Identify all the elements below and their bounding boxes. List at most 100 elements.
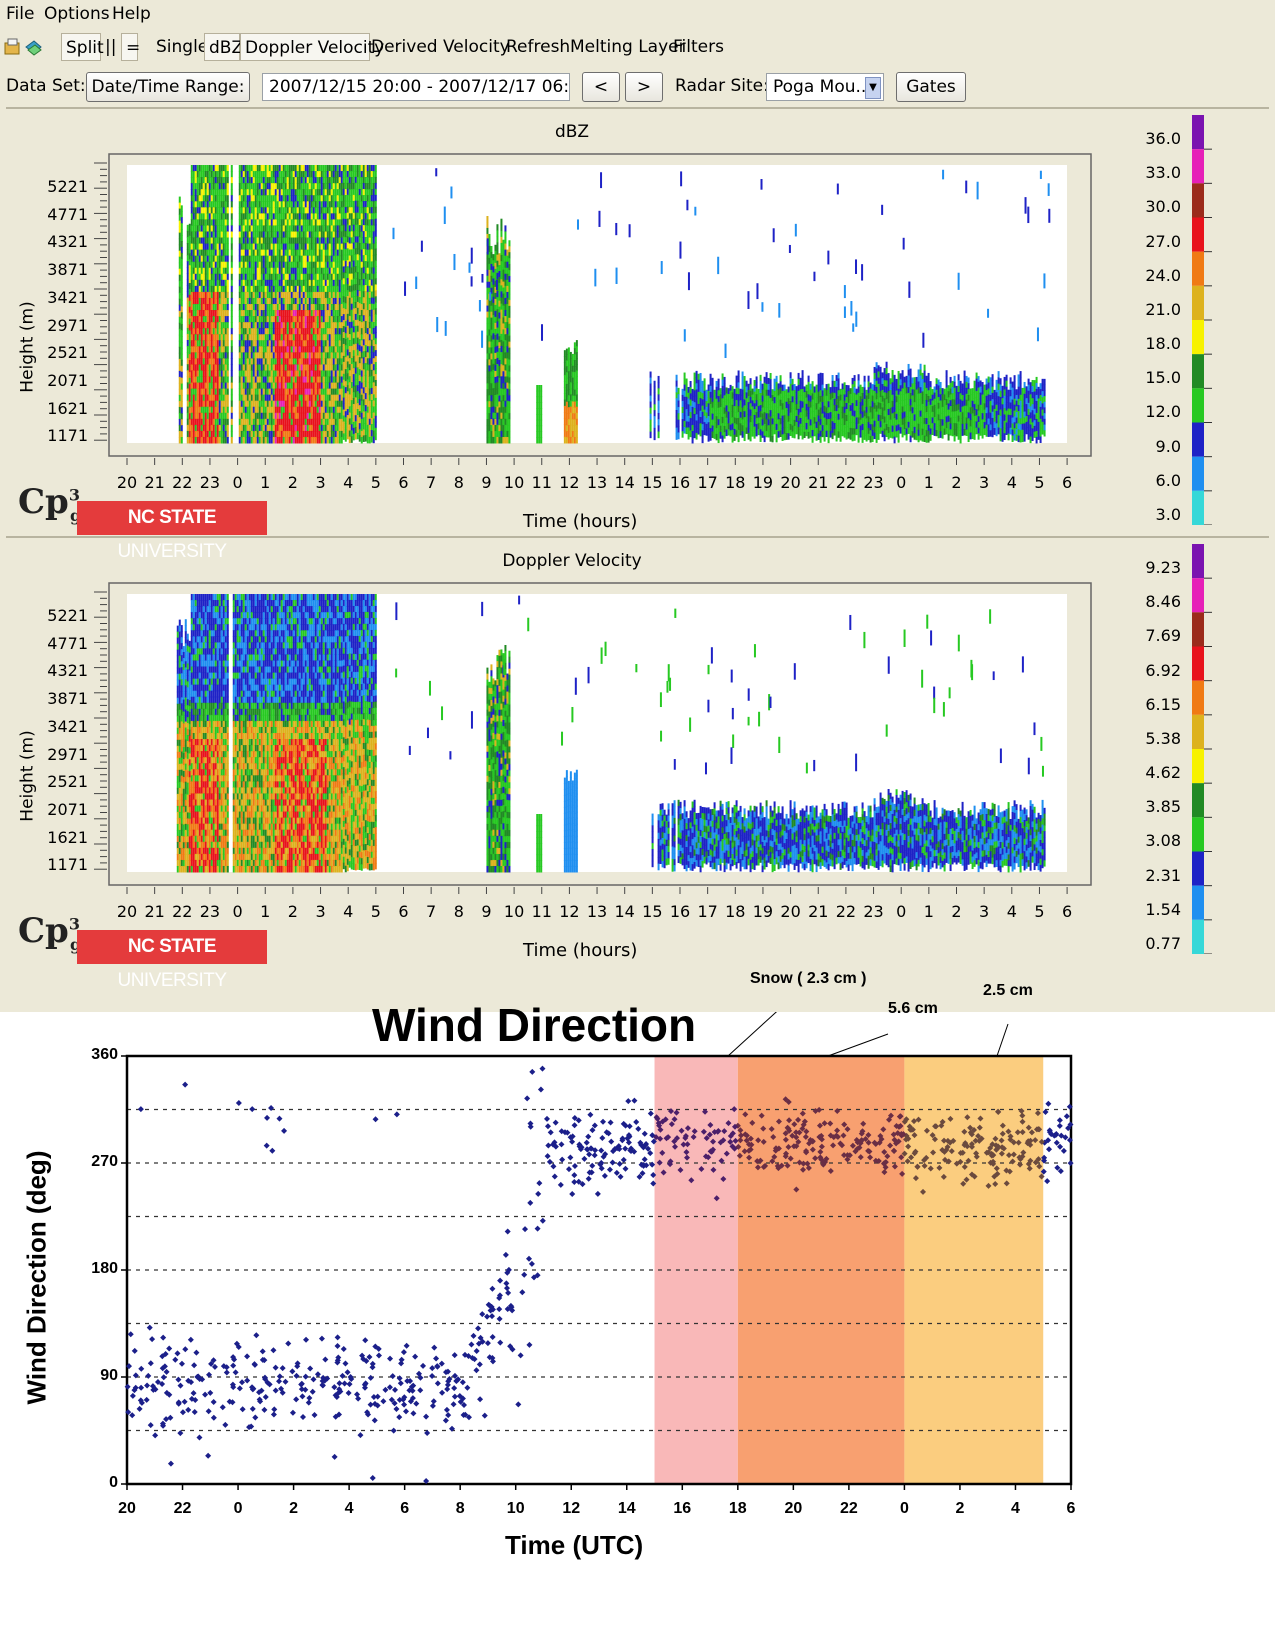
- dataset-label: Data Set:: [6, 76, 86, 96]
- plot-title: dBZ: [554, 122, 590, 142]
- menu-bar: File Options Help: [0, 0, 1275, 28]
- colorbar-label: 3.85: [1145, 797, 1181, 817]
- radar-plot-area: [94, 582, 1092, 894]
- hour-tick: 3: [315, 902, 326, 921]
- horizontal-split-button[interactable]: =: [121, 33, 140, 61]
- plot-title: Doppler Velocity: [502, 551, 642, 571]
- height-tick: 2971: [47, 315, 88, 335]
- height-tick: 3421: [47, 716, 88, 736]
- hour-tick: 22: [172, 902, 193, 921]
- ncsu-logo: NC STATE UNIVERSITY: [77, 930, 267, 991]
- next-button[interactable]: >: [625, 72, 663, 102]
- colorbar-label: 1.54: [1145, 899, 1181, 919]
- date-range-button[interactable]: Date/Time Range:: [86, 72, 250, 102]
- toolbar: Split || = Single dBZ Doppler Velocity D…: [0, 31, 1275, 65]
- wind-chart-title: Wind Direction: [372, 999, 697, 1051]
- height-tick: 2521: [47, 343, 88, 363]
- dbz-toggle[interactable]: dBZ: [204, 33, 243, 61]
- date-range-field[interactable]: 2007/12/15 20:00 - 2007/12/17 06:00: [262, 73, 570, 101]
- hour-tick: 5: [370, 902, 381, 921]
- height-tick: 3421: [47, 287, 88, 307]
- hour-tick: 2: [951, 902, 962, 921]
- colorbar-label: 7.69: [1145, 626, 1181, 646]
- radar-echo-layer: [176, 594, 1046, 873]
- colorbar-label: 3.0: [1155, 504, 1181, 524]
- doppler-velocity-toggle[interactable]: Doppler Velocity: [240, 33, 384, 61]
- hour-tick: 3: [979, 473, 990, 492]
- hour-tick: 6: [398, 902, 409, 921]
- hour-tick: 21: [144, 473, 165, 492]
- colorbar-swatch: [1192, 115, 1204, 150]
- hour-tick: 4: [1006, 473, 1017, 492]
- height-tick: 2521: [47, 772, 88, 792]
- hour-tick: 13: [586, 473, 608, 492]
- wind-x-tick: 8: [455, 1500, 465, 1517]
- melting-layer-button[interactable]: Melting Layer: [570, 37, 686, 57]
- colorbar-label: 9.0: [1155, 436, 1181, 456]
- hour-tick: 0: [232, 473, 243, 492]
- wind-y-tick: 270: [91, 1153, 118, 1170]
- colorbar-label: 18.0: [1145, 334, 1181, 353]
- colorbar-swatch: [1192, 851, 1204, 886]
- colorbar-swatch: [1192, 183, 1204, 218]
- colorbar-label: 8.46: [1145, 592, 1181, 612]
- split-button[interactable]: Split: [61, 33, 104, 61]
- colorbar-label: 27.0: [1145, 231, 1181, 251]
- hour-tick: 20: [116, 473, 138, 492]
- wind-direction-chart: Wind Direction Snow ( 2.3 cm ) 5.6 cm 2.…: [0, 970, 1275, 1650]
- previous-button[interactable]: <: [582, 72, 620, 102]
- wind-x-tick: 2: [955, 1500, 965, 1517]
- hour-tick: 4: [343, 473, 354, 492]
- wind-y-axis-label: Wind Direction (deg): [21, 1150, 52, 1405]
- wind-x-tick: 18: [728, 1500, 747, 1517]
- plot-frame: [108, 153, 1092, 457]
- height-tick: 4771: [47, 204, 88, 224]
- hour-tick: 2: [287, 902, 298, 921]
- colorbar-swatch: [1192, 490, 1204, 525]
- hour-tick: 19: [752, 902, 774, 921]
- hour-tick: 16: [669, 902, 691, 921]
- colorbar-swatch: [1192, 285, 1204, 320]
- wind-x-tick: 14: [617, 1500, 636, 1517]
- ncsu-logo: NC STATE UNIVERSITY: [77, 501, 267, 562]
- wind-scatter-points: [124, 1065, 1074, 1485]
- gates-button[interactable]: Gates: [896, 72, 966, 102]
- menu-options[interactable]: Options: [44, 4, 110, 24]
- single-button[interactable]: Single: [156, 37, 209, 57]
- hour-tick: 23: [863, 902, 884, 921]
- hour-tick: 18: [725, 902, 746, 921]
- dbz-panel: dBZ Height (m) Time (hours) 5221 4771 4321 387…: [6, 107, 1269, 562]
- colorbar-label: 3.08: [1145, 831, 1181, 851]
- radar-site-select[interactable]: Poga Mou... ▼: [766, 73, 884, 101]
- colorbar: [1192, 115, 1212, 525]
- open-folder-icon[interactable]: [4, 37, 44, 57]
- hour-tick: 23: [199, 902, 221, 921]
- hour-tick: 11: [531, 473, 552, 492]
- menu-help[interactable]: Help: [112, 4, 151, 24]
- menu-file[interactable]: File: [6, 4, 35, 24]
- filters-button[interactable]: Filters: [673, 37, 724, 57]
- hour-tick: 7: [426, 902, 437, 921]
- hour-tick: 5: [1034, 902, 1045, 921]
- annotation-leader: [727, 1012, 777, 1057]
- wind-x-tick: 2: [289, 1500, 299, 1517]
- hour-tick: 3: [315, 473, 326, 492]
- vertical-split-button[interactable]: ||: [105, 37, 117, 57]
- height-tick: 3871: [47, 689, 88, 709]
- height-tick: 4321: [47, 661, 88, 681]
- ncsu-bold: NC STATE: [127, 936, 217, 957]
- refresh-button[interactable]: Refresh: [506, 37, 571, 57]
- hour-tick: 0: [232, 902, 243, 921]
- hour-tick: 1: [923, 902, 934, 921]
- derived-velocity-button[interactable]: Derived Velocity: [371, 37, 510, 57]
- colorbar-label: 30.0: [1145, 197, 1181, 217]
- hour-tick: 12: [559, 902, 580, 921]
- hour-tick: 23: [863, 473, 884, 492]
- colorbar-label: 36.0: [1145, 129, 1181, 148]
- chevron-down-icon[interactable]: ▼: [865, 77, 881, 99]
- colorbar-label: 2.31: [1145, 865, 1181, 885]
- hour-tick: 6: [1062, 902, 1073, 921]
- height-tick: 4771: [47, 633, 88, 653]
- colorbar-swatch: [1192, 320, 1204, 355]
- hour-tick: 14: [614, 902, 635, 921]
